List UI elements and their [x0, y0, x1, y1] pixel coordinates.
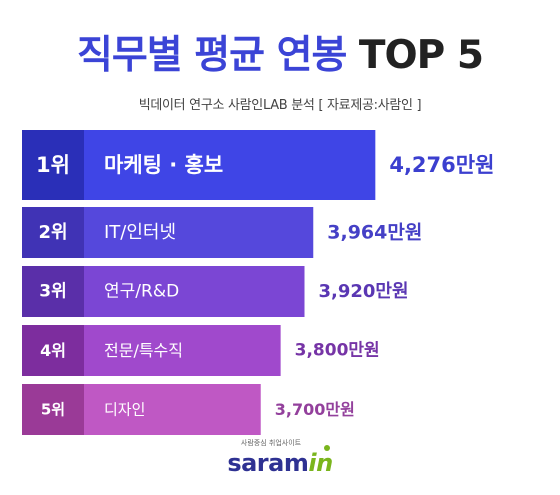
- logo-word-accent: in: [308, 449, 333, 477]
- rank-box: [22, 266, 84, 317]
- rank-label: 5위: [41, 401, 65, 419]
- chart-title-korean: 직무별 평균 연봉: [77, 33, 347, 78]
- rank-box: [22, 130, 84, 200]
- rank-box: [22, 384, 84, 435]
- rank-label: 2위: [38, 222, 67, 243]
- rank-box: [22, 207, 84, 258]
- logo-tagline: 사람중심 취업사이트: [240, 439, 302, 447]
- logo-wordmark: saramin: [227, 445, 333, 477]
- saramin-logo: 사람중심 취업사이트 saramin: [0, 438, 560, 477]
- value-label: 4,276만원: [389, 153, 494, 177]
- category-label: 마케팅 · 홍보: [104, 153, 223, 177]
- category-label: 연구/R&D: [104, 282, 179, 302]
- category-label: IT/인터넷: [104, 222, 176, 243]
- rank-label: 3위: [39, 282, 66, 302]
- chart-title: 직무별 평균 연봉 TOP 5: [0, 34, 560, 78]
- rank-label: 4위: [40, 341, 66, 360]
- category-label: 전문/특수직: [104, 341, 183, 360]
- logo-word-main: saram: [227, 449, 309, 477]
- chart-subtitle: 빅데이터 연구소 사람인LAB 분석 [ 자료제공:사람인 ]: [138, 98, 422, 113]
- chart-title-top: TOP 5: [358, 33, 484, 78]
- category-label: 디자인: [104, 401, 145, 419]
- value-label: 3,800만원: [295, 341, 380, 361]
- logo-dot-icon: [323, 445, 330, 451]
- rank-box: [22, 325, 84, 376]
- value-label: 3,920만원: [319, 281, 409, 302]
- value-label: 3,700만원: [275, 400, 355, 419]
- value-label: 3,964만원: [327, 222, 422, 244]
- rank-label: 1위: [36, 153, 70, 177]
